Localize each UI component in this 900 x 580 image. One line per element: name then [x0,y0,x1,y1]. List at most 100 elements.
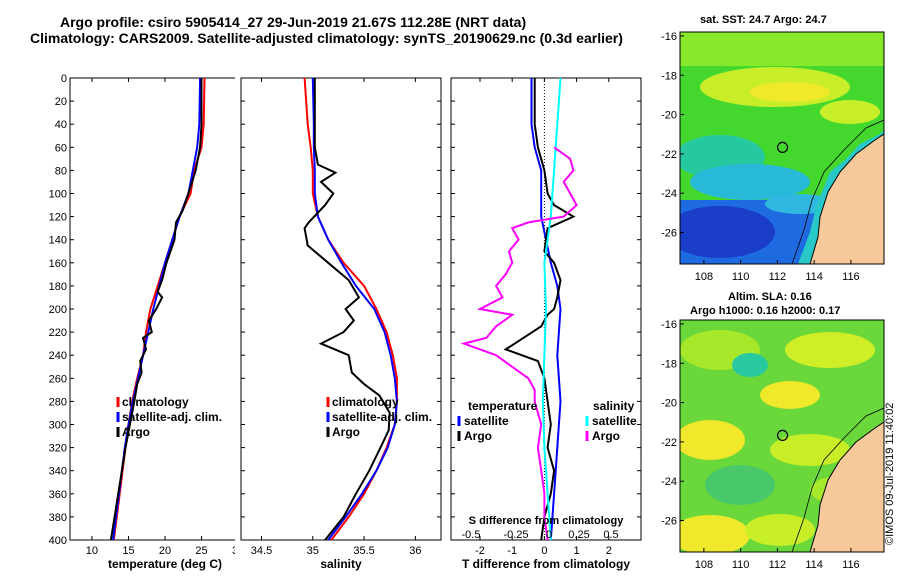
y-tick-label: -18 [661,358,677,370]
series-argo [303,78,391,541]
bathymetry-contour [791,119,884,264]
sla-map: -16 -18 -20 -22 -24 -26 108 110 112 114 116 [661,319,885,571]
sla-map-title-line1: Altim. SLA: 0.16 [728,291,812,303]
legend-label: satellite [592,414,637,428]
x-tick-label: 108 [695,271,713,283]
x-tick-label: 112 [769,559,787,571]
sla-map-title-line2: Argo h1000: 0.16 h2000: 0.17 [690,305,841,317]
y-tick-label: -20 [661,398,677,410]
y-tick-label: -20 [661,110,677,122]
sst-band-warm [680,32,884,66]
sla-patch [680,515,750,552]
x-tick-label: 30 [232,545,235,557]
y-tick-label: -16 [661,319,677,331]
x-tick-label: 35 [307,545,319,557]
x-tick-label: 110 [732,559,750,571]
legend-label: climatology [122,395,189,409]
x2-tick-label: -0.25 [503,529,528,541]
series-s-argo [460,146,578,541]
y-tick-label: 280 [49,396,67,408]
y-tick-label: -22 [661,149,677,161]
x-tick-label: 25 [195,545,207,557]
y-tick-label: -26 [661,228,677,240]
y-tick-label: -16 [661,31,677,43]
argo-position-marker [776,141,789,154]
x-tick-label: -2 [475,545,485,557]
x2-tick-label: -0.5 [462,529,481,541]
y-tick-label: 140 [49,235,67,247]
sst-map: -16 -18 -20 -22 -24 -26 108 110 112 114 116 [661,31,885,283]
x2-tick-label: 0.5 [603,529,618,541]
x-axis-label: T difference from climatology [462,557,630,571]
x-axis-label: temperature (deg C) [108,557,222,571]
legend-label: Argo [332,425,360,439]
x-tick-label: 112 [769,271,787,283]
sla-patch [785,332,875,368]
legend-title-temperature: temperature [468,399,538,413]
y-tick-label: 380 [49,512,67,524]
x-tick-label: 0 [541,545,547,557]
sst-patch-cool [690,164,810,200]
sla-patch [770,434,850,466]
y-tick-label: 360 [49,489,67,501]
legend-label: satellite-adj. clim. [332,410,432,424]
series-t-satellite [530,78,562,541]
x-tick-label: 20 [159,545,171,557]
x-tick-label: 110 [732,271,750,283]
series-t-argo [503,78,576,541]
salinity-plot-frame [240,77,442,541]
x-tick-label: 36 [409,545,421,557]
legend-label: climatology [332,395,399,409]
y-tick-label: 340 [49,466,67,478]
x2-tick-label: 0.25 [568,529,589,541]
bathymetry-contour [791,407,884,552]
legend-label: satellite [464,414,509,428]
sla-patch [705,465,775,505]
salinity-panel: 34.5 35 35.5 36 salinity climatologysatellite… [240,77,442,571]
x-tick-label: 114 [805,559,823,571]
x-tick-label: 35.5 [353,545,374,557]
x-tick-label: 116 [842,559,860,571]
y-tick-label: 300 [49,420,67,432]
y-tick-label: 400 [49,535,67,547]
legend-title-salinity: salinity [593,399,635,413]
y-tick-label: 60 [55,142,67,154]
y-tick-label: -24 [661,188,677,200]
y-tick-label: 240 [49,350,67,362]
y-tick-label: -26 [661,516,677,528]
x-tick-label: -1 [507,545,517,557]
legend-label: satellite-adj. clim. [122,410,222,424]
land-mass [809,133,884,264]
y-tick-label: 160 [49,258,67,270]
figure-title-line1: Argo profile: csiro 5905414_27 29-Jun-20… [60,14,527,30]
land-mass [809,421,884,552]
map-frame [679,319,885,553]
series-satellite-adj-clim- [311,77,398,541]
y-tick-label: 80 [55,165,67,177]
sst-patch-warm [820,100,880,124]
map-frame [679,31,885,265]
sst-patch-cold [680,206,775,258]
y-tick-label: 0 [61,73,67,85]
figure-title-line2: Climatology: CARS2009. Satellite-adjuste… [30,30,623,46]
legend-label: Argo [122,425,150,439]
temperature-panel: 0 20 40 60 80 100 120 140 160 180 200 220 240 260 280 3… [49,73,235,571]
series-argo [109,78,203,541]
y-tick-label: 120 [49,212,67,224]
x-axis-label: salinity [320,557,362,571]
map-content [680,320,884,552]
y-tick-label: -22 [661,437,677,449]
argo-position-marker [776,429,789,442]
y-tick-label: 220 [49,327,67,339]
x-tick-label: 2 [606,545,612,557]
legend-label: Argo [464,429,492,443]
sla-patch [745,514,815,546]
legend-label: Argo [592,429,620,443]
x-tick-label: 34.5 [251,545,272,557]
map-content [680,32,884,264]
difference-panel: -2 -1 0 1 2T difference from climatology temp… [450,77,642,571]
x2-tick-label: 0 [546,529,552,541]
y-tick-label: 40 [55,119,67,131]
x-tick-label: 116 [842,271,860,283]
sla-patch [732,353,768,377]
